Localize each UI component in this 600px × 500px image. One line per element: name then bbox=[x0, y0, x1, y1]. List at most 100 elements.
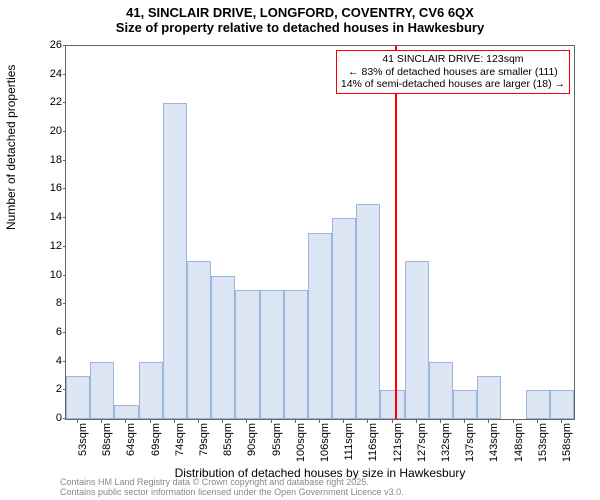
x-tick-mark bbox=[246, 420, 247, 423]
histogram-bar bbox=[139, 362, 163, 419]
x-tick-label: 58sqm bbox=[101, 423, 113, 463]
annotation-line1: 41 SINCLAIR DRIVE: 123sqm bbox=[341, 53, 565, 66]
annotation-box: 41 SINCLAIR DRIVE: 123sqm ← 83% of detac… bbox=[336, 50, 570, 94]
x-tick-label: 69sqm bbox=[150, 423, 162, 463]
y-tick-label: 16 bbox=[38, 182, 62, 194]
x-tick-mark bbox=[488, 420, 489, 423]
x-tick-label: 85sqm bbox=[222, 423, 234, 463]
y-tick-label: 22 bbox=[38, 96, 62, 108]
histogram-bar bbox=[453, 390, 477, 419]
histogram-bar bbox=[211, 276, 235, 419]
footer-attribution: Contains HM Land Registry data © Crown c… bbox=[60, 478, 404, 498]
histogram-bar bbox=[356, 204, 380, 419]
chart-container: { "title_line1": "41, SINCLAIR DRIVE, LO… bbox=[0, 0, 600, 500]
title-subtitle: Size of property relative to detached ho… bbox=[0, 20, 600, 35]
histogram-bar bbox=[260, 290, 284, 419]
x-tick-label: 143sqm bbox=[488, 423, 500, 463]
histogram-bar bbox=[429, 362, 453, 419]
y-tick-mark bbox=[63, 303, 66, 304]
reference-marker-line bbox=[395, 46, 397, 419]
x-tick-mark bbox=[101, 420, 102, 423]
y-axis-label: Number of detached properties bbox=[4, 65, 18, 230]
y-tick-label: 18 bbox=[38, 154, 62, 166]
y-tick-label: 0 bbox=[38, 412, 62, 424]
x-tick-label: 127sqm bbox=[416, 423, 428, 463]
x-tick-mark bbox=[343, 420, 344, 423]
histogram-bar bbox=[187, 261, 211, 419]
y-tick-mark bbox=[63, 246, 66, 247]
histogram-bar bbox=[526, 390, 550, 419]
y-tick-mark bbox=[63, 217, 66, 218]
y-tick-label: 2 bbox=[38, 383, 62, 395]
x-tick-mark bbox=[174, 420, 175, 423]
chart-title: 41, SINCLAIR DRIVE, LONGFORD, COVENTRY, … bbox=[0, 5, 600, 35]
x-tick-label: 148sqm bbox=[513, 423, 525, 463]
histogram-bar bbox=[332, 218, 356, 419]
y-tick-label: 6 bbox=[38, 326, 62, 338]
x-tick-mark bbox=[561, 420, 562, 423]
y-tick-label: 12 bbox=[38, 240, 62, 252]
plot-area: 41 SINCLAIR DRIVE: 123sqm ← 83% of detac… bbox=[65, 45, 575, 420]
x-tick-mark bbox=[537, 420, 538, 423]
y-tick-label: 24 bbox=[38, 68, 62, 80]
x-tick-mark bbox=[222, 420, 223, 423]
x-tick-label: 111sqm bbox=[343, 423, 355, 463]
x-tick-mark bbox=[513, 420, 514, 423]
histogram-bar bbox=[114, 405, 138, 419]
histogram-bar bbox=[550, 390, 574, 419]
histogram-bar bbox=[308, 233, 332, 420]
y-tick-label: 14 bbox=[38, 211, 62, 223]
x-tick-mark bbox=[464, 420, 465, 423]
x-tick-mark bbox=[271, 420, 272, 423]
annotation-line3: 14% of semi-detached houses are larger (… bbox=[341, 78, 565, 91]
x-tick-label: 100sqm bbox=[295, 423, 307, 463]
x-tick-label: 116sqm bbox=[367, 423, 379, 463]
y-tick-label: 8 bbox=[38, 297, 62, 309]
y-tick-label: 4 bbox=[38, 355, 62, 367]
y-tick-label: 26 bbox=[38, 39, 62, 51]
x-tick-label: 53sqm bbox=[77, 423, 89, 463]
annotation-line2: ← 83% of detached houses are smaller (11… bbox=[341, 66, 565, 79]
y-tick-mark bbox=[63, 45, 66, 46]
x-tick-label: 79sqm bbox=[198, 423, 210, 463]
x-tick-label: 121sqm bbox=[392, 423, 404, 463]
y-tick-label: 10 bbox=[38, 269, 62, 281]
y-tick-mark bbox=[63, 418, 66, 419]
x-tick-mark bbox=[198, 420, 199, 423]
x-tick-mark bbox=[77, 420, 78, 423]
x-tick-label: 153sqm bbox=[537, 423, 549, 463]
histogram-bar bbox=[284, 290, 308, 419]
y-tick-mark bbox=[63, 275, 66, 276]
x-tick-mark bbox=[367, 420, 368, 423]
x-tick-label: 137sqm bbox=[464, 423, 476, 463]
y-tick-mark bbox=[63, 74, 66, 75]
y-tick-mark bbox=[63, 389, 66, 390]
histogram-bar bbox=[163, 103, 187, 419]
x-tick-mark bbox=[416, 420, 417, 423]
y-tick-mark bbox=[63, 188, 66, 189]
x-tick-label: 95sqm bbox=[271, 423, 283, 463]
histogram-bar bbox=[66, 376, 90, 419]
histogram-bar bbox=[380, 390, 404, 419]
y-tick-mark bbox=[63, 131, 66, 132]
x-tick-mark bbox=[125, 420, 126, 423]
x-tick-label: 90sqm bbox=[246, 423, 258, 463]
x-tick-mark bbox=[295, 420, 296, 423]
y-tick-mark bbox=[63, 332, 66, 333]
x-tick-label: 64sqm bbox=[125, 423, 137, 463]
x-tick-mark bbox=[440, 420, 441, 423]
y-tick-mark bbox=[63, 160, 66, 161]
x-tick-label: 132sqm bbox=[440, 423, 452, 463]
x-tick-mark bbox=[392, 420, 393, 423]
y-tick-mark bbox=[63, 361, 66, 362]
x-tick-mark bbox=[150, 420, 151, 423]
histogram-bar bbox=[235, 290, 259, 419]
x-tick-label: 106sqm bbox=[319, 423, 331, 463]
histogram-bar bbox=[477, 376, 501, 419]
x-tick-label: 158sqm bbox=[561, 423, 573, 463]
x-tick-label: 74sqm bbox=[174, 423, 186, 463]
y-tick-mark bbox=[63, 102, 66, 103]
x-tick-mark bbox=[319, 420, 320, 423]
footer-line2: Contains public sector information licen… bbox=[60, 488, 404, 498]
title-address: 41, SINCLAIR DRIVE, LONGFORD, COVENTRY, … bbox=[0, 5, 600, 20]
